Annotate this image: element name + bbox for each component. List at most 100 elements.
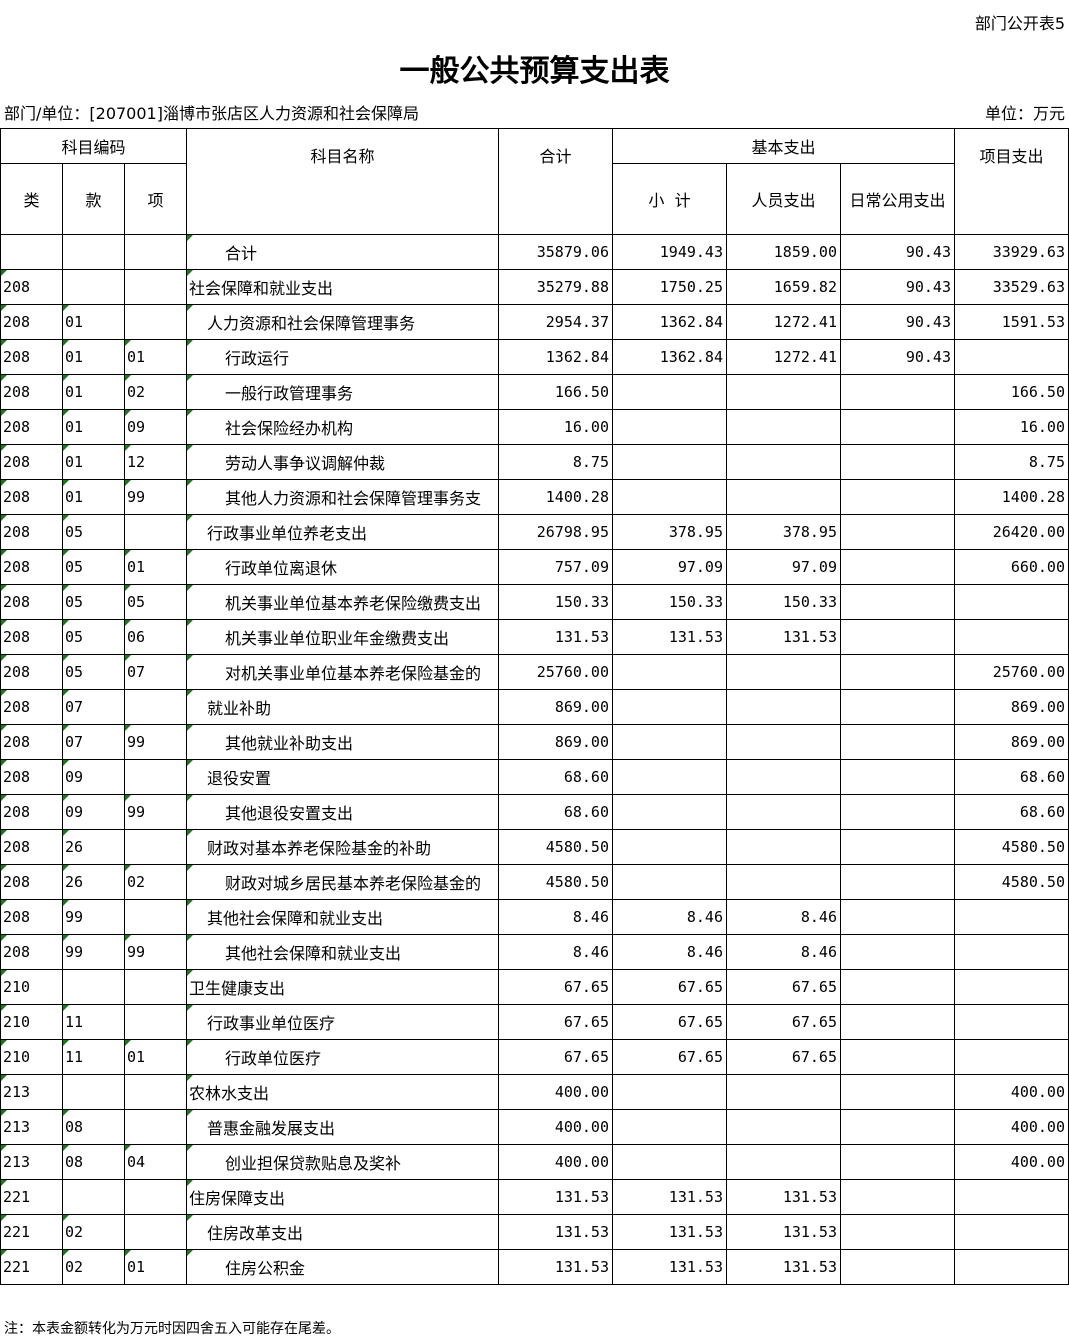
cell-kuan: 11: [62, 1004, 125, 1040]
table-row: 221 02 住房改革支出 131.53 131.53 131.53: [0, 1214, 1069, 1250]
cell-kuan: 08: [62, 1109, 125, 1145]
cell-project: 660.00: [954, 549, 1069, 585]
cell-subtotal: 8.46: [612, 934, 727, 970]
cell-project: 400.00: [954, 1074, 1069, 1110]
cell-xiang: 01: [124, 339, 187, 375]
cell-kuan: [62, 1179, 125, 1215]
table-row: 208 05 05 机关事业单位基本养老保险缴费支出 150.33 150.33 150.3…: [0, 584, 1069, 620]
cell-total: 67.65: [498, 1039, 613, 1075]
cell-subtotal: 67.65: [612, 1039, 727, 1075]
cell-personnel: [726, 1074, 841, 1110]
cell-personnel: [726, 374, 841, 410]
cell-personnel: 131.53: [726, 1249, 841, 1285]
cell-subtotal: 131.53: [612, 1214, 727, 1250]
cell-kuan: 02: [62, 1249, 125, 1285]
cell-lei: 208: [0, 514, 63, 550]
cell-kuan: 01: [62, 374, 125, 410]
cell-lei: 208: [0, 864, 63, 900]
cell-public: [840, 724, 955, 760]
cell-total: 131.53: [498, 1214, 613, 1250]
cell-public: [840, 374, 955, 410]
cell-kuan: 01: [62, 409, 125, 445]
cell-personnel: 97.09: [726, 549, 841, 585]
cell-personnel: [726, 654, 841, 690]
cell-public: [840, 759, 955, 795]
cell-xiang: [124, 514, 187, 550]
cell-subtotal: [612, 829, 727, 865]
cell-personnel: 131.53: [726, 1214, 841, 1250]
cell-public: 90.43: [840, 339, 955, 375]
cell-project: [954, 339, 1069, 375]
cell-personnel: [726, 1144, 841, 1180]
cell-xiang: [124, 759, 187, 795]
cell-xiang: 12: [124, 444, 187, 480]
cell-subtotal: [612, 864, 727, 900]
unit-label: 单位：万元: [984, 104, 1065, 123]
header-subtotal: 小 计: [612, 163, 727, 235]
cell-public: [840, 444, 955, 480]
cell-name: 其他人力资源和社会保障管理事务支: [186, 479, 499, 515]
cell-lei: 213: [0, 1109, 63, 1145]
cell-name: 社会保险经办机构: [186, 409, 499, 445]
cell-project: 4580.50: [954, 864, 1069, 900]
table-row: 208 26 02 财政对城乡居民基本养老保险基金的 4580.50 4580.50: [0, 864, 1069, 900]
cell-personnel: [726, 1109, 841, 1145]
cell-name: 其他就业补助支出: [186, 724, 499, 760]
cell-kuan: 02: [62, 1214, 125, 1250]
cell-personnel: [726, 724, 841, 760]
cell-kuan: 26: [62, 829, 125, 865]
cell-xiang: 99: [124, 479, 187, 515]
header-basic-group: 基本支出: [612, 128, 955, 164]
cell-kuan: [62, 969, 125, 1005]
table-row: 208 社会保障和就业支出 35279.88 1750.25 1659.82 90.43 3…: [0, 269, 1069, 305]
table-row: 208 01 01 行政运行 1362.84 1362.84 1272.41 90.43: [0, 339, 1069, 375]
table-row: 208 01 人力资源和社会保障管理事务 2954.37 1362.84 1272.41 9…: [0, 304, 1069, 340]
table-row: 210 卫生健康支出 67.65 67.65 67.65: [0, 969, 1069, 1005]
cell-name: 机关事业单位基本养老保险缴费支出: [186, 584, 499, 620]
table-row: 208 99 其他社会保障和就业支出 8.46 8.46 8.46: [0, 899, 1069, 935]
cell-name: 其他社会保障和就业支出: [186, 934, 499, 970]
cell-project: [954, 1179, 1069, 1215]
cell-subtotal: [612, 1074, 727, 1110]
cell-subtotal: [612, 1109, 727, 1145]
cell-lei: 208: [0, 549, 63, 585]
header-personnel: 人员支出: [726, 163, 841, 235]
cell-project: 1591.53: [954, 304, 1069, 340]
cell-subtotal: 1750.25: [612, 269, 727, 305]
cell-subtotal: [612, 724, 727, 760]
cell-subtotal: 1362.84: [612, 304, 727, 340]
cell-name: 行政事业单位医疗: [186, 1004, 499, 1040]
cell-personnel: [726, 794, 841, 830]
cell-lei: 210: [0, 969, 63, 1005]
cell-subtotal: 131.53: [612, 619, 727, 655]
cell-lei: 208: [0, 759, 63, 795]
cell-total: 400.00: [498, 1144, 613, 1180]
cell-subtotal: 67.65: [612, 1004, 727, 1040]
table-row: 213 08 普惠金融发展支出 400.00 400.00: [0, 1109, 1069, 1145]
cell-subtotal: [612, 444, 727, 480]
cell-subtotal: [612, 409, 727, 445]
cell-project: [954, 619, 1069, 655]
cell-personnel: [726, 759, 841, 795]
cell-personnel: 1859.00: [726, 234, 841, 270]
cell-lei: 208: [0, 724, 63, 760]
cell-lei: 208: [0, 479, 63, 515]
cell-project: 68.60: [954, 759, 1069, 795]
cell-subtotal: 8.46: [612, 899, 727, 935]
cell-xiang: [124, 689, 187, 725]
cell-total: 4580.50: [498, 829, 613, 865]
cell-lei: 210: [0, 1039, 63, 1075]
cell-subtotal: 1362.84: [612, 339, 727, 375]
cell-public: [840, 584, 955, 620]
cell-personnel: 131.53: [726, 619, 841, 655]
cell-total: 400.00: [498, 1074, 613, 1110]
cell-public: [840, 409, 955, 445]
cell-project: [954, 899, 1069, 935]
cell-personnel: [726, 864, 841, 900]
cell-name: 财政对城乡居民基本养老保险基金的: [186, 864, 499, 900]
cell-public: 90.43: [840, 304, 955, 340]
cell-name: 创业担保贷款贴息及奖补: [186, 1144, 499, 1180]
cell-lei: 208: [0, 584, 63, 620]
table-row: 210 11 行政事业单位医疗 67.65 67.65 67.65: [0, 1004, 1069, 1040]
